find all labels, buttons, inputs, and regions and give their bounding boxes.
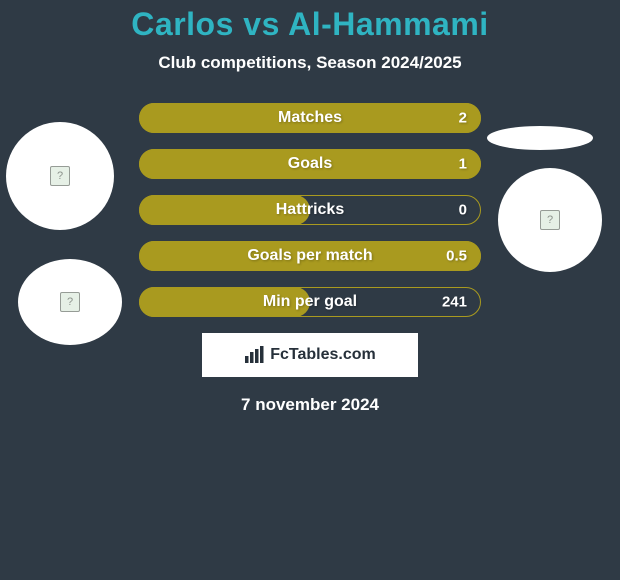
stat-bar: Min per goal241 xyxy=(139,287,481,317)
stat-bar-value: 241 xyxy=(442,294,467,311)
logo-text: FcTables.com xyxy=(270,346,376,364)
bar-chart-icon xyxy=(244,346,266,364)
stat-bar-label: Hattricks xyxy=(139,201,481,219)
stat-bar: Hattricks0 xyxy=(139,195,481,225)
stat-bar: Matches2 xyxy=(139,103,481,133)
stat-bar-value: 0 xyxy=(459,202,467,219)
stat-bar-label: Matches xyxy=(139,109,481,127)
placeholder-icon: ? xyxy=(50,166,70,186)
page-title: Carlos vs Al-Hammami xyxy=(0,0,620,43)
date-label: 7 november 2024 xyxy=(0,395,620,415)
stat-bars: Matches2Goals1Hattricks0Goals per match0… xyxy=(139,103,481,317)
avatar: ? xyxy=(6,122,114,230)
stat-bar-label: Min per goal xyxy=(139,293,481,311)
stat-bar-label: Goals xyxy=(139,155,481,173)
stat-bar-label: Goals per match xyxy=(139,247,481,265)
stat-bar: Goals1 xyxy=(139,149,481,179)
stat-bar: Goals per match0.5 xyxy=(139,241,481,271)
stat-bar-value: 1 xyxy=(459,156,467,173)
stat-bar-value: 0.5 xyxy=(446,248,467,265)
avatar: ? xyxy=(498,168,602,272)
placeholder-icon: ? xyxy=(60,292,80,312)
stat-bar-value: 2 xyxy=(459,110,467,127)
placeholder-icon: ? xyxy=(540,210,560,230)
subtitle: Club competitions, Season 2024/2025 xyxy=(0,53,620,73)
avatar: ? xyxy=(18,259,122,345)
logo: FcTables.com xyxy=(202,333,418,377)
decorative-blob xyxy=(487,126,593,150)
